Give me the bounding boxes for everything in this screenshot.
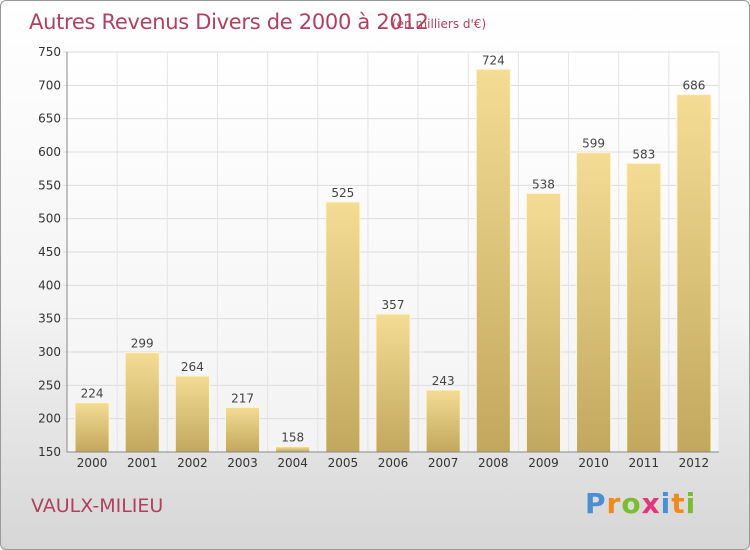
data-label: 724 [482,53,505,67]
town-name: VAULX-MILIEU [31,495,164,517]
bar [124,352,160,453]
data-label: 158 [281,431,304,445]
axis-layer: 150 200 250 300 350 400 450 500 550 600 650 700 750 2… [38,45,719,470]
proxiti-logo[interactable]: Proxiti [585,487,696,520]
x-tick-label: 2005 [328,456,359,470]
data-label: 243 [432,374,455,388]
bar [576,152,612,453]
logo-letter: r [606,487,622,520]
logo-letter: P [585,487,607,520]
logo-letter: i [685,487,697,520]
logo-letter: t [671,487,686,520]
bar [74,402,110,453]
y-tick-label: 300 [38,345,61,359]
bar [325,201,361,453]
bar [525,192,562,453]
x-tick-label: 2011 [628,456,659,470]
x-tick-label: 2006 [378,456,409,470]
data-label: 217 [231,391,254,405]
x-tick-label: 2010 [578,456,609,470]
data-label: 299 [131,337,154,351]
y-tick-label: 250 [38,378,61,392]
data-label: 686 [682,79,705,93]
y-tick-label: 600 [38,145,61,159]
data-label: 525 [331,186,354,200]
bar [676,94,712,453]
x-tick-label: 2012 [679,456,710,470]
bar [275,446,311,453]
chart-title: Autres Revenus Divers de 2000 à 2012 [29,10,429,34]
data-label: 264 [181,360,204,374]
y-tick-label: 500 [38,212,61,226]
logo-letter: i [660,487,672,520]
data-label: 538 [532,177,555,191]
y-tick-label: 400 [38,278,61,292]
x-tick-label: 2003 [227,456,258,470]
y-tick-label: 550 [38,178,61,192]
bar [174,375,210,453]
data-label: 583 [632,147,655,161]
x-tick-label: 2000 [77,456,108,470]
logo-letter: x [641,487,661,520]
bar [375,313,411,453]
bar-layer [74,68,712,453]
x-tick-label: 2007 [428,456,459,470]
chart-subtitle: (en milliers d'€) [392,17,487,31]
y-tick-label: 350 [38,312,61,326]
x-tick-label: 2004 [277,456,308,470]
bar [425,389,461,453]
y-tick-label: 150 [38,445,61,459]
logo-letter: o [621,487,642,520]
bar [626,162,662,453]
data-label: 224 [81,387,104,401]
y-tick-label: 750 [38,45,61,59]
y-tick-label: 700 [38,78,61,92]
x-tick-label: 2009 [528,456,559,470]
y-tick-label: 200 [38,412,61,426]
y-tick-label: 450 [38,245,61,259]
y-tick-label: 650 [38,112,61,126]
x-tick-label: 2002 [177,456,208,470]
data-label: 599 [582,137,605,151]
data-label: 357 [382,298,405,312]
x-tick-label: 2001 [127,456,158,470]
bar [475,68,511,453]
x-tick-label: 2008 [478,456,509,470]
bar [224,406,261,453]
